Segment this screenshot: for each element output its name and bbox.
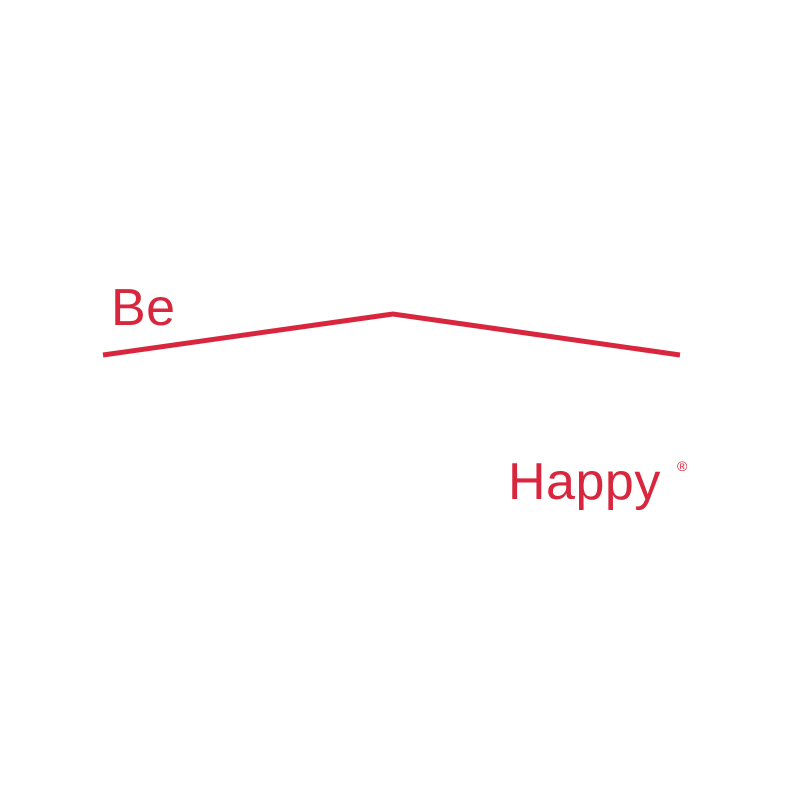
registered-trademark-icon: ® bbox=[677, 458, 688, 474]
logo-word-be: Be bbox=[111, 279, 176, 337]
logo-word-happy: Happy bbox=[508, 453, 661, 511]
